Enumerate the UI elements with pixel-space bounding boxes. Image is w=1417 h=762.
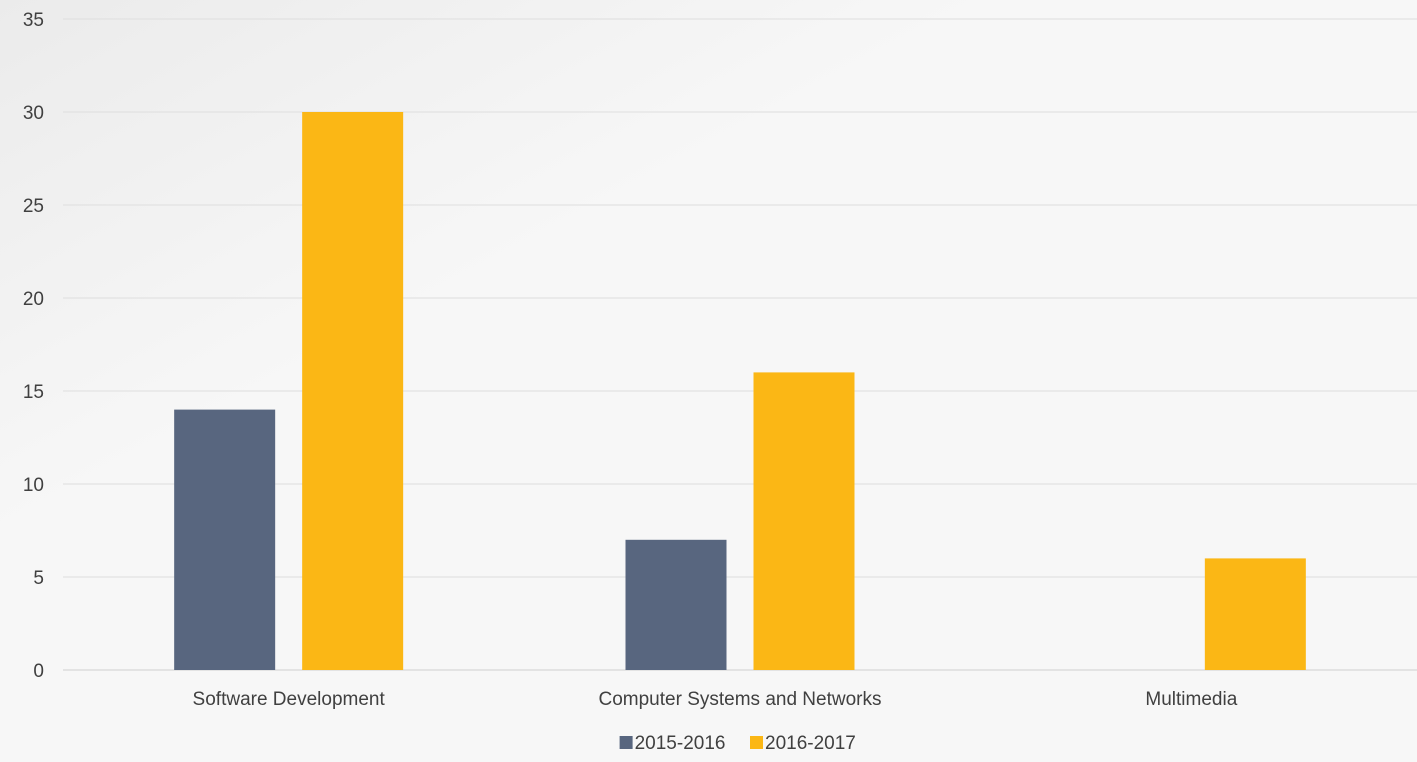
y-tick-label: 10 [23, 475, 44, 496]
y-tick-label: 25 [23, 196, 44, 217]
x-tick-label: Multimedia [1145, 689, 1237, 710]
legend-swatch [619, 736, 633, 749]
legend-swatch [750, 736, 763, 749]
x-tick-label: Computer Systems and Networks [599, 689, 882, 710]
y-tick-label: 0 [33, 661, 44, 682]
y-axis-ticks: 0 5 10 15 20 25 30 35 [23, 10, 44, 682]
bar [1204, 558, 1306, 670]
y-tick-label: 15 [23, 382, 44, 403]
legend-label: 2015-2016 [635, 733, 726, 754]
x-tick-label: Software Development [193, 689, 386, 710]
legend-label: 2016-2017 [765, 733, 856, 754]
bars [174, 112, 1306, 670]
y-tick-label: 30 [23, 103, 44, 124]
legend: 2015-2016 2016-2017 [619, 733, 856, 754]
bar [174, 409, 276, 670]
gridlines [63, 18, 1417, 671]
bar [753, 372, 855, 670]
bar [625, 539, 727, 670]
y-tick-label: 35 [23, 10, 44, 31]
y-tick-label: 5 [33, 568, 44, 589]
bar [302, 112, 404, 670]
x-axis-ticks: Software Development Computer Systems and… [193, 689, 1238, 710]
y-tick-label: 20 [23, 289, 44, 310]
